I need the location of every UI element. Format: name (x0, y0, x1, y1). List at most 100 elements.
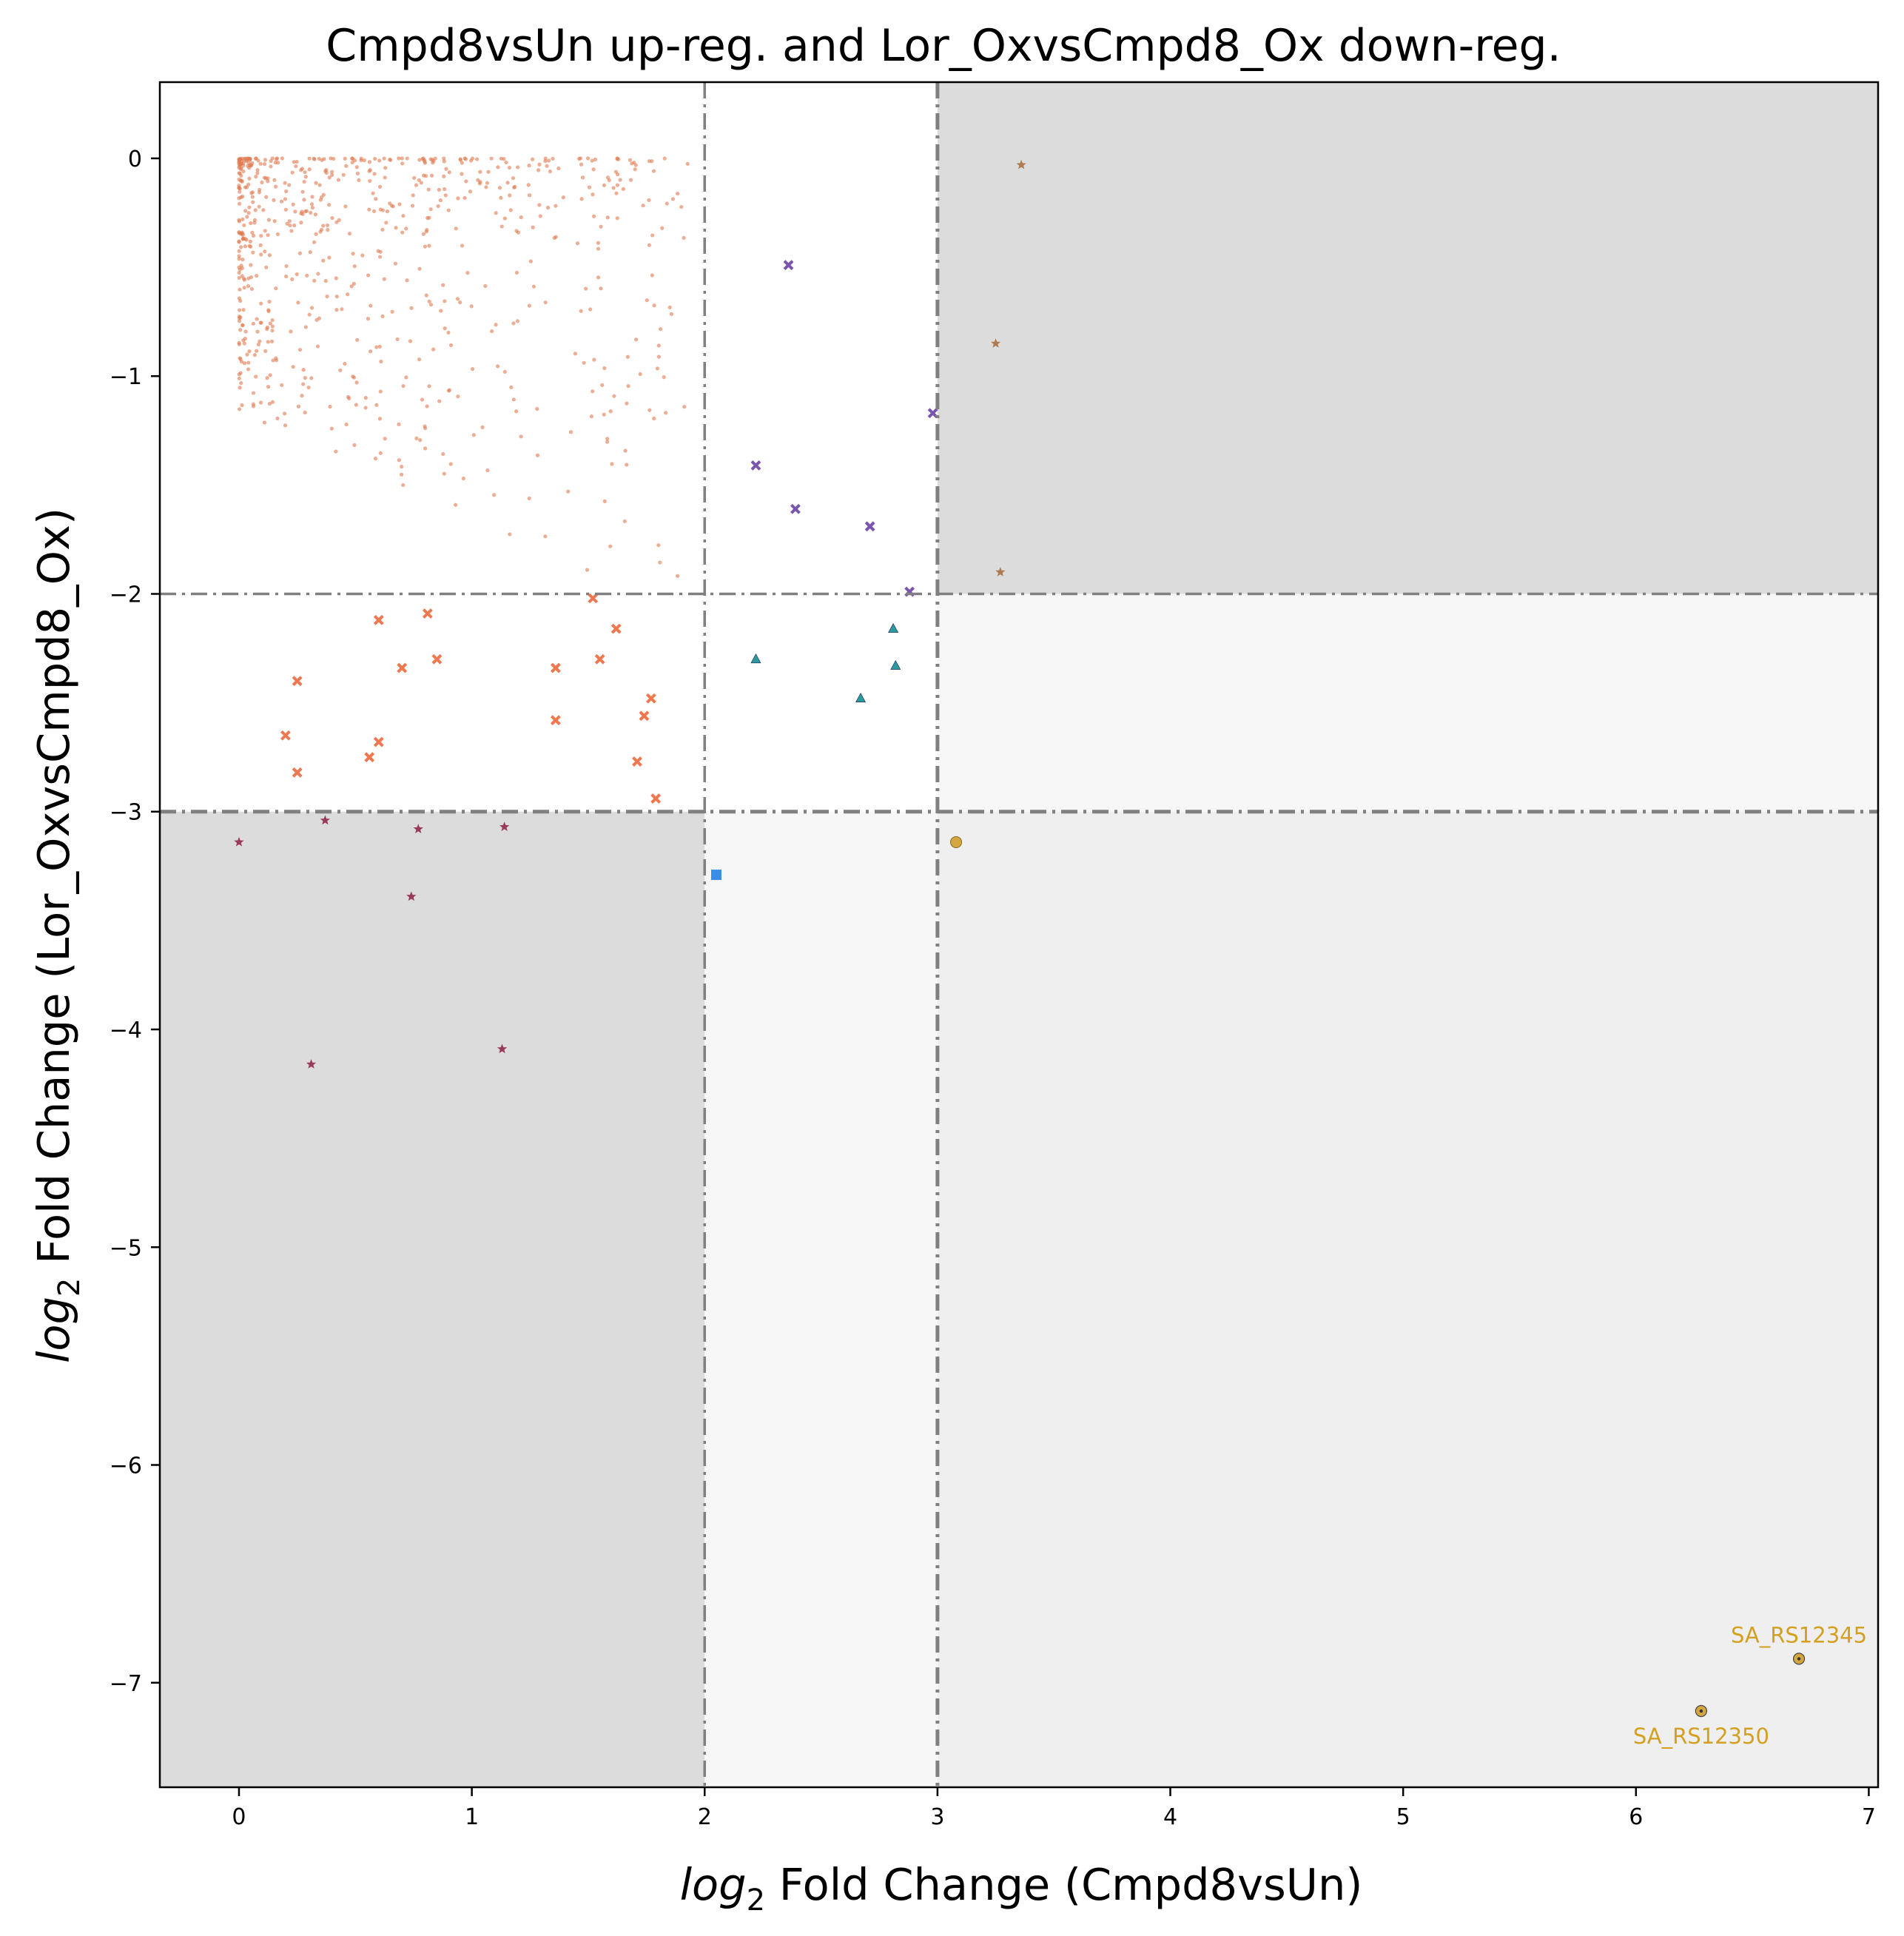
background-point (243, 244, 248, 249)
background-point (527, 164, 531, 168)
background-point (321, 258, 326, 263)
plot-points (234, 156, 1806, 1718)
background-point (591, 192, 595, 197)
background-point (373, 156, 377, 161)
x-tick-label: 7 (1862, 1804, 1876, 1830)
background-point (237, 249, 241, 253)
background-point (423, 446, 428, 451)
background-point (414, 436, 419, 440)
background-point (527, 303, 532, 308)
x-tick-label: 6 (1629, 1804, 1643, 1830)
background-point (444, 167, 448, 171)
background-point (460, 161, 464, 165)
background-point (257, 190, 262, 195)
background-point (404, 226, 408, 231)
background-point (528, 259, 533, 263)
background-point (394, 226, 398, 230)
background-point (401, 383, 406, 389)
background-point (592, 214, 596, 218)
background-point (428, 303, 434, 307)
background-point (237, 231, 241, 235)
background-point (266, 233, 270, 238)
background-point (237, 257, 241, 261)
background-point (257, 204, 261, 209)
background-point (352, 443, 357, 447)
background-point (430, 173, 434, 178)
background-point (400, 156, 404, 161)
background-point (599, 224, 603, 229)
background-point (442, 186, 447, 192)
background-point (240, 236, 246, 241)
background-point (382, 277, 386, 281)
background-point (499, 195, 503, 200)
background-point (239, 380, 243, 386)
point-star (990, 338, 1001, 348)
background-point (615, 183, 619, 187)
background-point (428, 207, 433, 212)
background-point (431, 347, 436, 352)
background-point (255, 317, 259, 321)
point-x (632, 756, 642, 767)
background-point (685, 161, 690, 167)
background-point (271, 358, 275, 363)
background-point (262, 420, 267, 425)
background-point (454, 226, 458, 231)
background-point (313, 212, 318, 217)
background-point (264, 265, 269, 269)
background-point (424, 293, 428, 298)
background-point (308, 250, 312, 255)
background-point (615, 216, 619, 221)
background-point (285, 221, 289, 226)
background-point (592, 357, 596, 362)
background-point (255, 329, 260, 334)
background-point (372, 172, 377, 176)
background-point (378, 207, 383, 212)
background-point (495, 364, 500, 369)
background-point (378, 389, 383, 394)
background-point (240, 258, 245, 262)
background-point (665, 201, 669, 206)
background-point (347, 232, 352, 236)
background-point (515, 165, 520, 169)
background-point (327, 175, 332, 180)
background-point (304, 209, 309, 213)
background-point (306, 386, 311, 390)
background-point (343, 361, 347, 366)
background-point (509, 385, 514, 389)
background-point (622, 519, 627, 524)
background-point (393, 261, 398, 266)
background-point (441, 283, 445, 287)
background-point (591, 167, 596, 172)
background-point (383, 166, 388, 170)
background-point (469, 304, 474, 309)
background-point (647, 159, 651, 164)
background-point (258, 161, 263, 166)
background-point (237, 254, 241, 258)
background-point (401, 483, 406, 488)
background-point (275, 416, 280, 420)
background-point (399, 472, 404, 477)
background-point (425, 404, 429, 409)
background-point (242, 286, 246, 290)
background-point (528, 193, 532, 198)
background-point (667, 305, 672, 309)
background-point (256, 342, 260, 347)
background-point (551, 156, 555, 161)
background-point (269, 164, 273, 169)
background-point (237, 219, 241, 223)
background-point (323, 278, 328, 283)
background-point (427, 384, 431, 389)
background-point (483, 283, 488, 289)
background-point (263, 349, 268, 353)
point-triangle (888, 622, 899, 633)
background-point (628, 158, 633, 162)
shaded-region (160, 811, 705, 1787)
background-point (279, 199, 284, 204)
point-triangle (855, 693, 867, 703)
background-point (670, 197, 676, 201)
background-point (355, 337, 360, 342)
background-point (446, 330, 451, 335)
background-point (651, 169, 656, 173)
background-point (326, 203, 332, 207)
background-point (288, 223, 292, 228)
